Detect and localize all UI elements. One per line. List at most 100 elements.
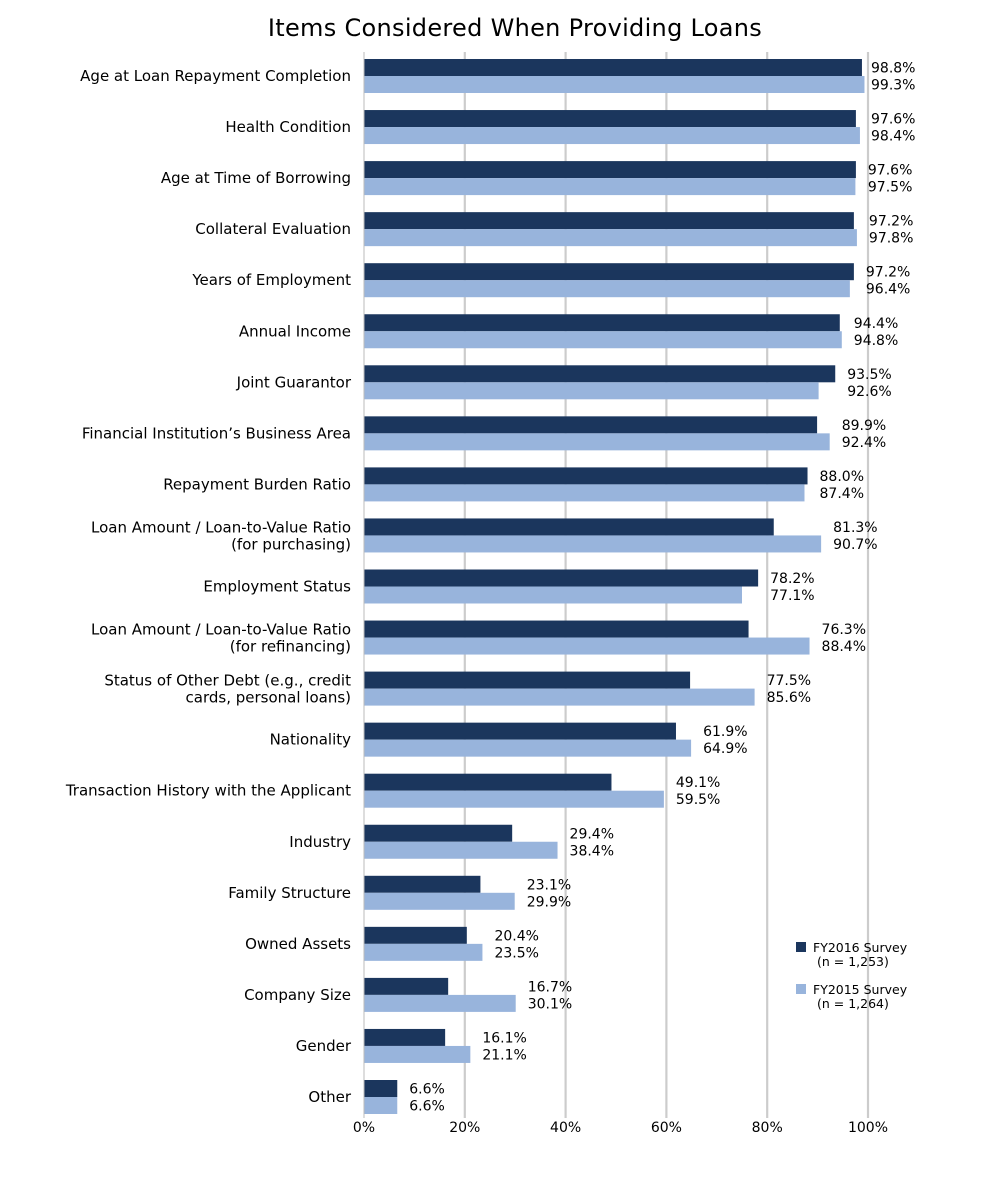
category-label: Loan Amount / Loan-to-Value Ratio (91, 621, 351, 639)
bar (364, 688, 755, 706)
legend-label: (n = 1,264) (817, 996, 889, 1011)
category-label: Age at Time of Borrowing (161, 169, 351, 187)
bar (364, 484, 805, 502)
data-label: 97.2% (869, 214, 913, 230)
data-label: 6.6% (409, 1082, 445, 1098)
bar (364, 569, 759, 587)
bar (364, 841, 558, 859)
bar (364, 229, 857, 247)
bar (364, 977, 449, 995)
category-label: Years of Employment (191, 271, 351, 289)
data-label: 96.4% (866, 282, 910, 298)
bar (364, 467, 808, 485)
bar (364, 875, 481, 893)
data-label: 93.5% (847, 367, 891, 383)
bar (364, 824, 513, 842)
legend-swatch (796, 984, 806, 994)
category-label: Repayment Burden Ratio (163, 475, 351, 493)
x-tick-label: 20% (449, 1120, 480, 1136)
data-label: 21.1% (482, 1047, 526, 1063)
x-tick-label: 0% (353, 1120, 375, 1136)
data-label: 97.6% (868, 163, 912, 179)
bar (364, 773, 612, 791)
data-label: 20.4% (494, 928, 538, 944)
data-label: 38.4% (570, 843, 614, 859)
data-label: 97.2% (866, 265, 910, 281)
legend-label: FY2016 Survey (813, 940, 908, 955)
bar (364, 926, 467, 944)
category-label: Health Condition (225, 118, 351, 136)
data-label: 98.8% (871, 61, 915, 77)
category-label: Status of Other Debt (e.g., credit (104, 672, 351, 690)
bar (364, 263, 854, 281)
bar (364, 59, 862, 76)
category-label: Gender (296, 1037, 352, 1055)
category-label: Annual Income (239, 322, 351, 340)
data-label: 64.9% (703, 741, 747, 757)
data-label: 77.5% (767, 673, 811, 689)
legend-label: (n = 1,253) (817, 954, 889, 969)
data-label: 97.6% (871, 112, 915, 128)
data-label: 98.4% (871, 129, 915, 145)
category-label: Nationality (270, 731, 352, 749)
bar (364, 280, 850, 298)
bar (364, 76, 865, 93)
bar (364, 365, 836, 383)
data-label: 61.9% (703, 724, 747, 740)
bar (364, 314, 840, 332)
category-label: Family Structure (228, 884, 351, 902)
bar (364, 739, 692, 757)
bar (364, 382, 819, 400)
bar (364, 212, 854, 230)
bar (364, 416, 818, 434)
bar (364, 790, 664, 808)
bar (364, 161, 856, 179)
data-label: 92.6% (847, 384, 891, 400)
bar (364, 535, 822, 553)
x-tick-label: 100% (848, 1120, 888, 1136)
category-label: Age at Loan Repayment Completion (80, 67, 351, 85)
data-label: 87.4% (820, 486, 864, 502)
bar (364, 671, 691, 689)
category-label: Financial Institution’s Business Area (82, 424, 351, 442)
bar (364, 1045, 471, 1063)
data-label: 16.1% (482, 1030, 526, 1046)
data-label: 92.4% (842, 435, 886, 451)
category-label: Employment Status (203, 578, 351, 596)
data-label: 76.3% (822, 622, 866, 638)
category-label: Transaction History with the Applicant (65, 782, 351, 800)
bar (364, 620, 749, 638)
category-label: Collateral Evaluation (195, 220, 351, 238)
data-label: 23.1% (527, 877, 571, 893)
bar (364, 178, 856, 196)
legend-label: FY2015 Survey (813, 982, 908, 997)
data-label: 88.4% (822, 639, 866, 655)
category-label: cards, personal loans) (186, 689, 351, 707)
bar (364, 1028, 446, 1046)
bar (364, 110, 856, 128)
bar (364, 637, 810, 655)
bar (364, 943, 483, 961)
data-label: 23.5% (494, 945, 538, 961)
bar (364, 892, 515, 910)
data-label: 49.1% (676, 775, 720, 791)
data-label: 6.6% (409, 1099, 445, 1115)
data-label: 77.1% (770, 588, 814, 604)
x-tick-label: 80% (752, 1120, 783, 1136)
category-label: Loan Amount / Loan-to-Value Ratio (91, 518, 351, 536)
data-label: 16.7% (528, 979, 572, 995)
bar (364, 518, 774, 536)
bar (364, 433, 830, 451)
bar (364, 1097, 398, 1114)
bar (364, 586, 742, 604)
data-label: 89.9% (842, 418, 886, 434)
data-label: 94.4% (854, 316, 898, 332)
data-label: 88.0% (820, 469, 864, 485)
bar (364, 722, 676, 740)
data-label: 59.5% (676, 792, 720, 808)
data-label: 85.6% (767, 690, 811, 706)
data-label: 81.3% (833, 520, 877, 536)
data-label: 97.5% (868, 180, 912, 196)
bar (364, 331, 842, 349)
